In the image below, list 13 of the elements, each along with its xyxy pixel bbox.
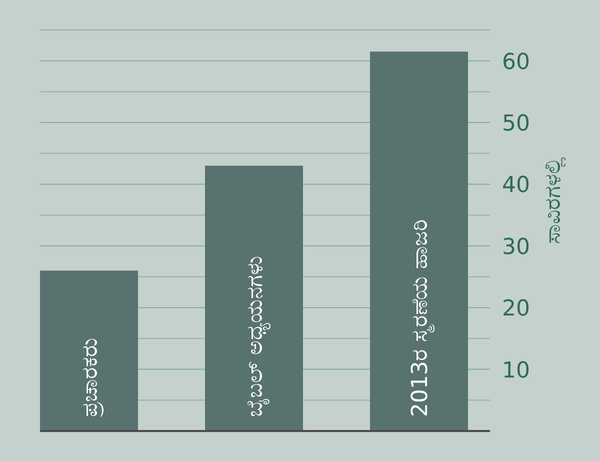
- y-tick-label: 40: [502, 173, 530, 198]
- y-tick-label: 60: [502, 50, 530, 75]
- bar: [40, 270, 138, 431]
- x-tick-label: ಬೈಬಲ್ ಅಧ್ಯಯನಗಳು: [243, 256, 271, 417]
- y-tick-label: 10: [502, 358, 530, 384]
- x-tick-label: ಪ್ರಚಾರಕರು: [78, 338, 103, 418]
- bar: [205, 166, 303, 431]
- y-tick-label: 50: [502, 112, 530, 137]
- y-tick-label: 30: [502, 234, 530, 260]
- bar: [370, 52, 468, 431]
- y-axis-title: ಸಾವಿರಗಳಲ್ಲಿ: [541, 157, 566, 244]
- x-tick-label: 2013ರ ಸ್ಮರಣೆಯ ಹಾಜರಿ: [408, 219, 435, 417]
- y-tick-label: 20: [502, 296, 530, 322]
